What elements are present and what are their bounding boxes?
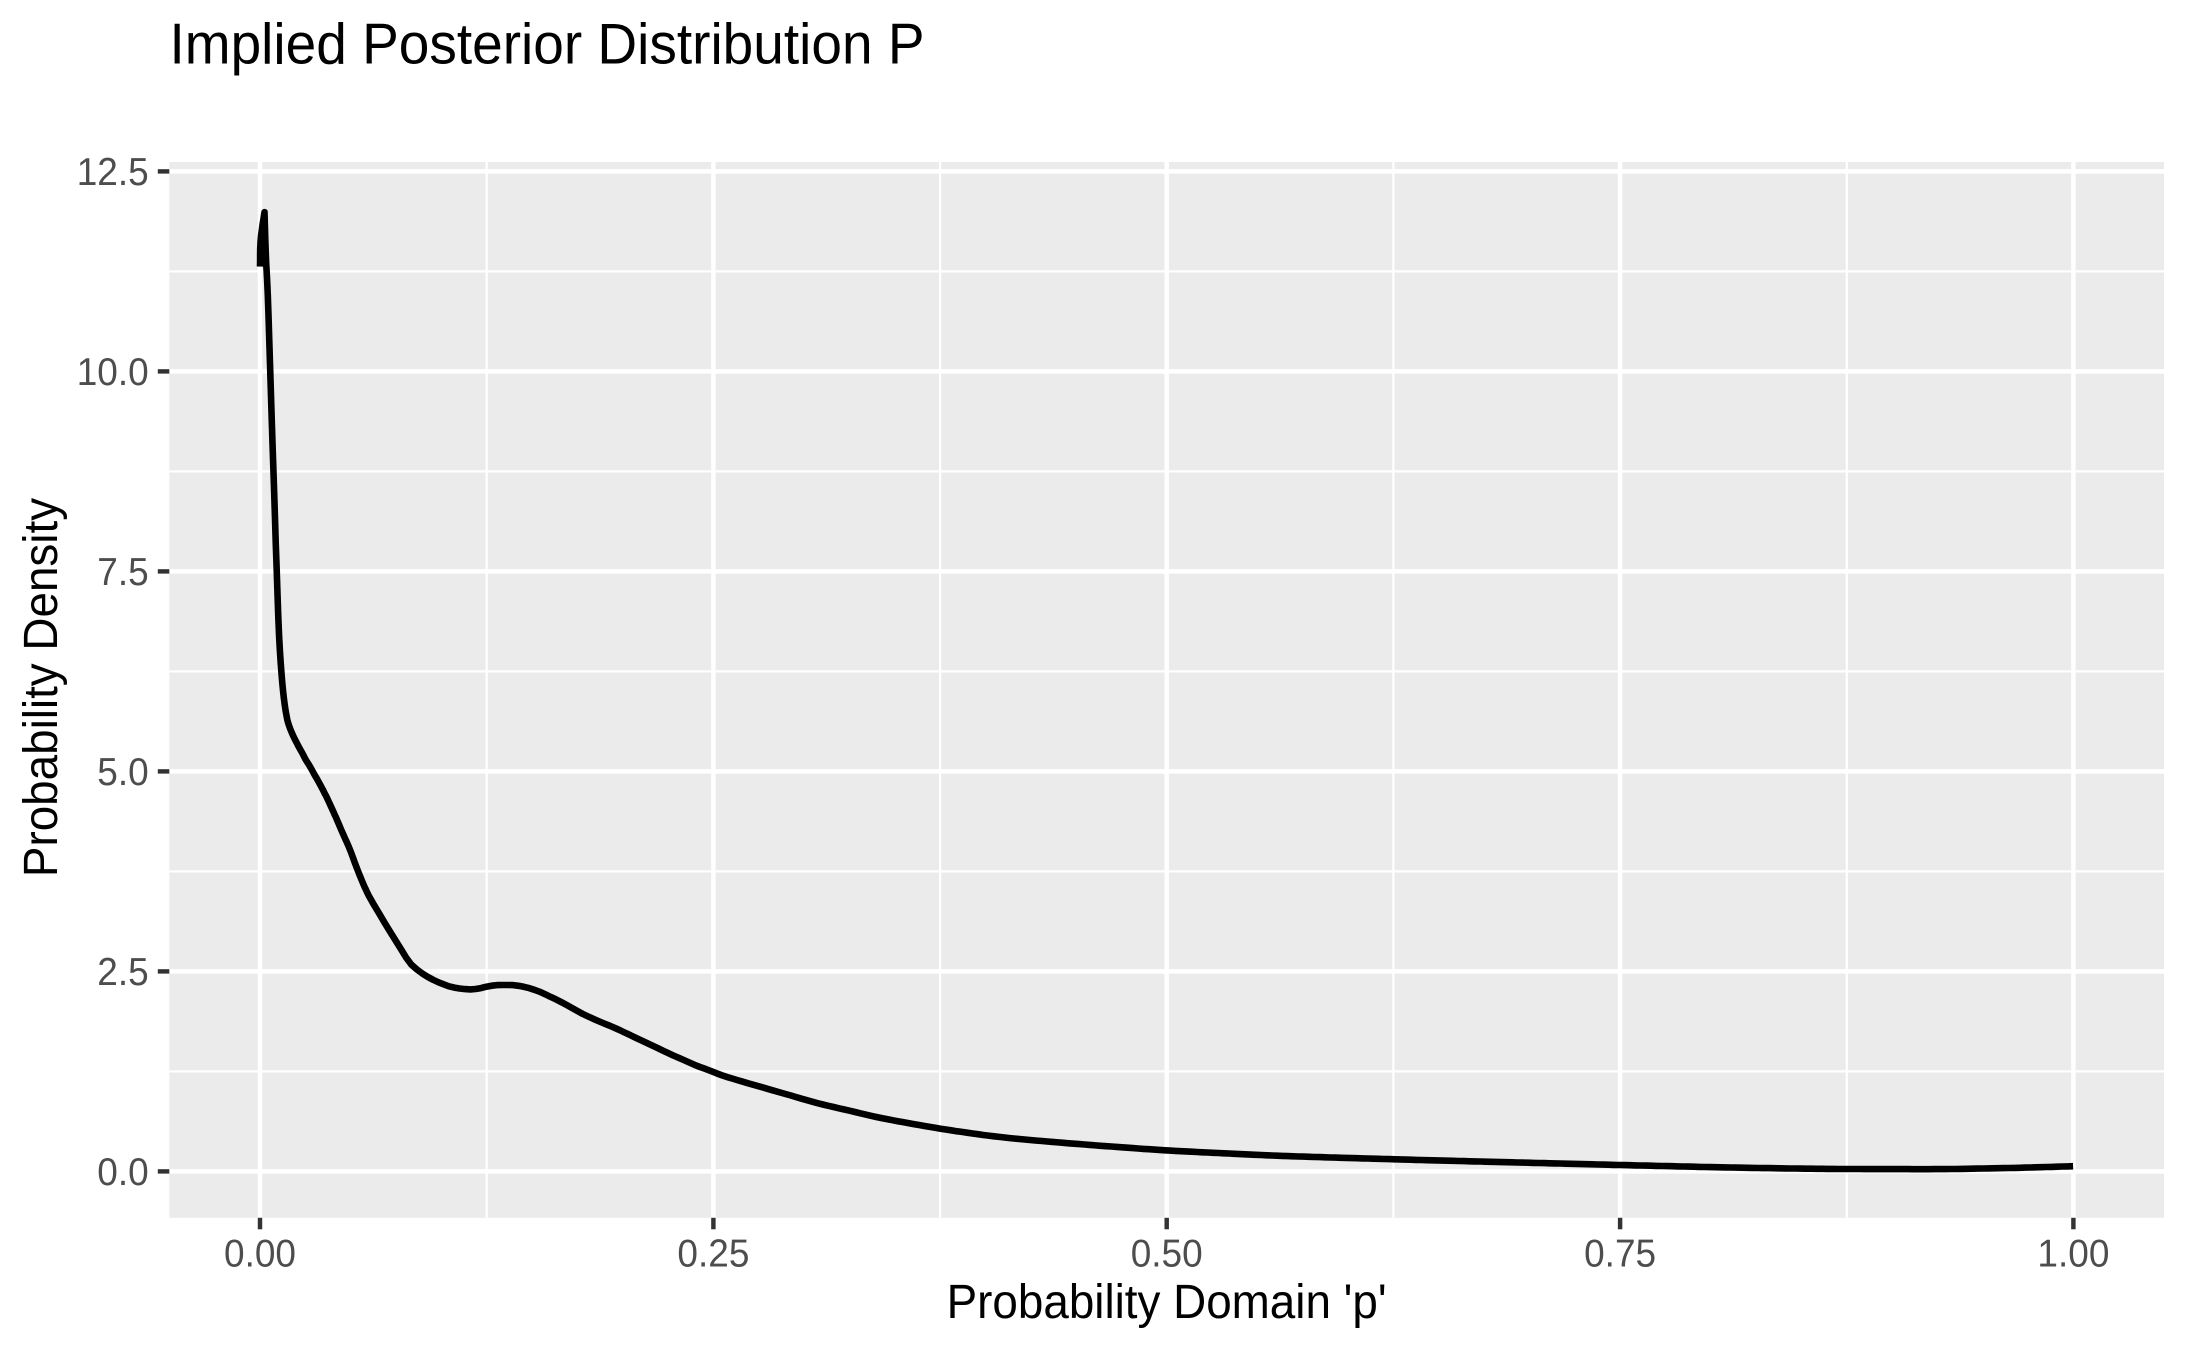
svg-text:Implied Posterior Distribution: Implied Posterior Distribution P [170,11,925,75]
svg-text:0.50: 0.50 [1131,1233,1203,1276]
svg-text:7.5: 7.5 [97,551,148,594]
svg-text:Probability Domain 'p': Probability Domain 'p' [947,1275,1387,1328]
svg-text:10.0: 10.0 [77,351,149,394]
svg-text:Probability Density: Probability Density [14,497,67,877]
svg-text:12.5: 12.5 [77,151,149,194]
svg-text:0.0: 0.0 [97,1151,148,1194]
svg-text:0.00: 0.00 [224,1233,296,1276]
svg-text:0.75: 0.75 [1584,1233,1656,1276]
svg-text:5.0: 5.0 [97,751,148,794]
svg-text:0.25: 0.25 [677,1233,749,1276]
svg-text:1.00: 1.00 [2037,1233,2109,1276]
svg-text:2.5: 2.5 [97,951,148,994]
